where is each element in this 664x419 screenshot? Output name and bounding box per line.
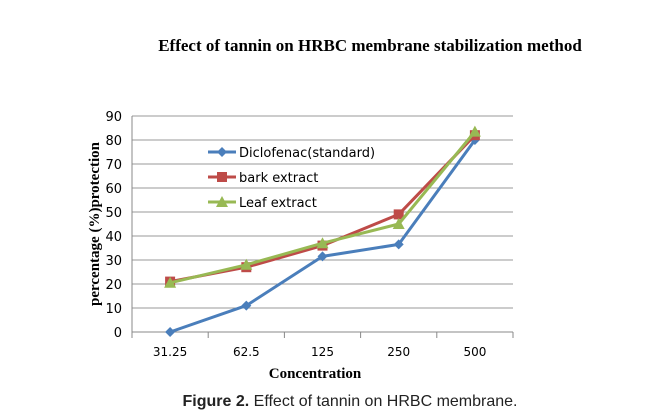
legend-marker-diclofenac	[217, 147, 227, 157]
caption-text: Effect of tannin on HRBC membrane.	[249, 393, 518, 410]
data-point-leaf	[240, 258, 253, 270]
y-tick-label: 10	[105, 302, 122, 317]
data-point-bark	[393, 209, 404, 220]
legend-marker-leaf	[216, 196, 228, 207]
data-point-diclofenac	[393, 239, 404, 250]
data-point-diclofenac	[241, 300, 252, 311]
y-tick-label: 80	[105, 134, 122, 149]
legend-label-leaf: Leaf extract	[239, 196, 317, 211]
y-tick-label: 20	[105, 278, 122, 293]
y-tick-label: 90	[105, 110, 122, 125]
figure-caption: Figure 2. Effect of tannin on HRBC membr…	[0, 393, 664, 411]
chart-title: Effect of tannin on HRBC membrane stabil…	[158, 36, 582, 55]
x-tick-label: 62.5	[233, 345, 260, 359]
legend-marker-bark	[217, 172, 227, 182]
y-tick-label: 70	[105, 158, 122, 173]
legend-label-diclofenac: Diclofenac(standard)	[239, 146, 375, 161]
x-tick-label: 500	[463, 345, 486, 359]
x-axis-label: Concentration	[269, 366, 362, 382]
data-point-diclofenac	[317, 251, 328, 262]
data-point-diclofenac	[165, 327, 176, 337]
y-tick-label: 50	[105, 206, 122, 221]
y-tick-label: 60	[105, 182, 122, 197]
data-point-leaf	[316, 237, 329, 249]
legend-label-bark: bark extract	[239, 171, 318, 186]
y-axis-label: percentage (%)protection	[87, 141, 103, 306]
y-tick-label: 30	[105, 254, 122, 269]
x-tick-label: 31.25	[153, 345, 187, 359]
data-point-leaf	[468, 125, 481, 137]
caption-label: Figure 2.	[182, 393, 250, 410]
data-point-leaf	[392, 218, 405, 229]
x-tick-label: 125	[311, 345, 334, 359]
data-point-leaf	[164, 276, 177, 288]
y-tick-label: 0	[114, 326, 122, 341]
y-tick-label: 40	[105, 230, 122, 245]
x-tick-label: 250	[387, 345, 410, 359]
